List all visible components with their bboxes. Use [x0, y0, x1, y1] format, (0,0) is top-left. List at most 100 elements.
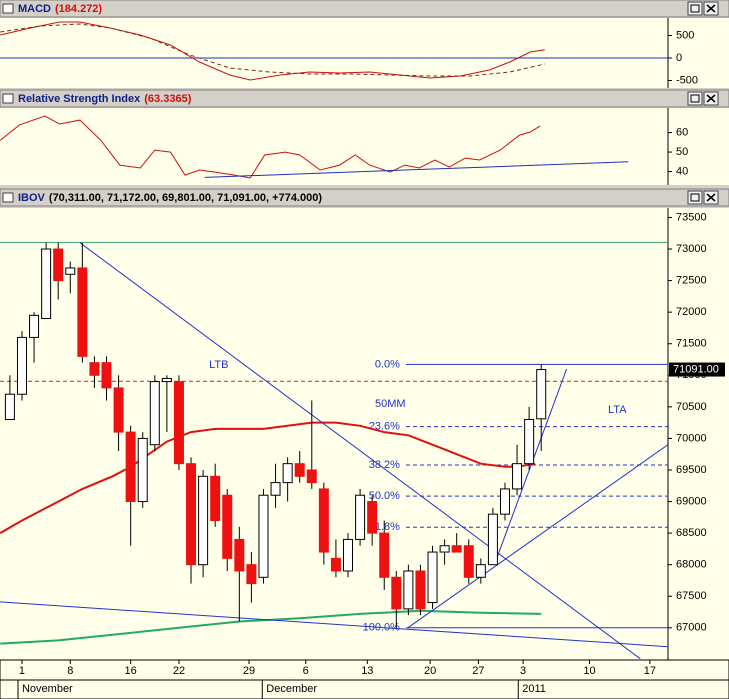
- y-tick-label: 73000: [676, 243, 707, 255]
- candle-body: [379, 532, 390, 578]
- x-tick-label: 1: [19, 665, 25, 677]
- x-tick-label: 16: [125, 665, 137, 677]
- candle-body: [463, 545, 474, 578]
- candle-body: [113, 387, 124, 433]
- plot-bg: [0, 208, 729, 660]
- x-tick-label: 29: [243, 665, 255, 677]
- candle-body: [270, 482, 281, 496]
- panel-header: [0, 89, 729, 108]
- candle-body: [77, 267, 88, 357]
- candle-body: [306, 469, 317, 484]
- plot-area: [0, 115, 629, 179]
- fib-label: 38.2%: [369, 459, 400, 471]
- candle-body: [198, 475, 209, 566]
- plot-bg: [0, 108, 729, 185]
- y-tick-label: 60: [676, 126, 688, 138]
- candle-body: [487, 513, 498, 566]
- fib-label: 23.6%: [369, 420, 400, 432]
- panel-title: MACD: [18, 3, 51, 15]
- candle-body: [29, 314, 40, 338]
- candle-body: [524, 418, 535, 465]
- maximize-icon: [690, 94, 700, 103]
- maximize-icon: [690, 193, 700, 202]
- y-tick-label: 69500: [676, 464, 707, 476]
- candle-body: [294, 463, 305, 477]
- panel-icon: [2, 93, 14, 104]
- candle-body: [330, 557, 341, 572]
- y-tick-label: 68500: [676, 527, 707, 539]
- series-line: [0, 421, 536, 534]
- candle-body: [149, 381, 160, 446]
- candle-body: [355, 494, 366, 540]
- month-label: December: [266, 683, 317, 695]
- y-tick-label: 68000: [676, 559, 707, 571]
- annotation: LTA: [608, 404, 627, 416]
- candle-body: [125, 431, 136, 503]
- candle-body: [536, 369, 547, 420]
- x-tick-label: 27: [472, 665, 484, 677]
- candle-body: [16, 336, 27, 395]
- panel-title: Relative Strength Index: [18, 93, 141, 105]
- candle-body: [318, 488, 329, 553]
- y-tick-label: 0: [676, 52, 682, 64]
- annotation: LTB: [209, 359, 228, 371]
- candle-body: [282, 463, 293, 484]
- candle-body: [89, 362, 100, 376]
- candle-body: [367, 501, 378, 534]
- series-line: [0, 115, 541, 179]
- panel-title-value: (70,311.00, 71,172.00, 69,801.00, 71,091…: [49, 192, 322, 204]
- y-tick-label: 71500: [676, 338, 707, 350]
- y-tick-label: 40: [676, 165, 688, 177]
- x-tick-label: 22: [173, 665, 185, 677]
- maximize-button[interactable]: [687, 190, 703, 205]
- y-tick-label: 72500: [676, 275, 707, 287]
- candle-body: [512, 463, 523, 490]
- candle-body: [222, 494, 233, 559]
- panel-header: [0, 0, 729, 18]
- maximize-button[interactable]: [687, 1, 703, 16]
- y-tick-label: 72000: [676, 306, 707, 318]
- candle-body: [499, 488, 510, 515]
- y-tick-label: 67500: [676, 590, 707, 602]
- candle-body: [439, 545, 450, 553]
- x-tick-label: 10: [583, 665, 595, 677]
- series-line: [79, 242, 641, 660]
- candle-body: [186, 463, 197, 566]
- y-tick-label: 70000: [676, 432, 707, 444]
- x-tick-label: 13: [361, 665, 373, 677]
- close-icon: [706, 4, 716, 13]
- y-tick-label: 73500: [676, 211, 707, 223]
- panel-title-value: (63.3365): [144, 93, 191, 105]
- candle-body: [258, 494, 269, 578]
- y-tick-label: 67000: [676, 622, 707, 634]
- panel-title: IBOV: [18, 192, 46, 204]
- candle-body: [4, 393, 15, 420]
- annotation: 50MM: [375, 398, 406, 410]
- maximize-button[interactable]: [687, 91, 703, 106]
- candle-body: [246, 564, 257, 585]
- candle-body: [343, 538, 354, 572]
- month-label: 2011: [522, 683, 546, 695]
- candle-body: [210, 475, 221, 521]
- candle-body: [234, 538, 245, 572]
- y-tick-label: 69000: [676, 495, 707, 507]
- month-label: November: [22, 683, 73, 695]
- fib-label: 50.0%: [369, 490, 400, 502]
- x-tick-label: 17: [644, 665, 656, 677]
- y-tick-label: 70500: [676, 401, 707, 413]
- series-line: [0, 601, 668, 648]
- plot-bg: [0, 18, 729, 88]
- x-tick-label: 3: [520, 665, 526, 677]
- candle-body: [173, 381, 184, 465]
- last-price-box: [669, 362, 725, 377]
- y-tick-label: 50: [676, 146, 688, 158]
- panel-icon: [2, 192, 14, 203]
- y-tick-label: 500: [676, 29, 694, 41]
- candle-body: [41, 248, 52, 319]
- candle-body: [403, 570, 414, 610]
- close-icon: [706, 193, 716, 202]
- panel-icon: [2, 3, 14, 14]
- candle-body: [475, 564, 486, 578]
